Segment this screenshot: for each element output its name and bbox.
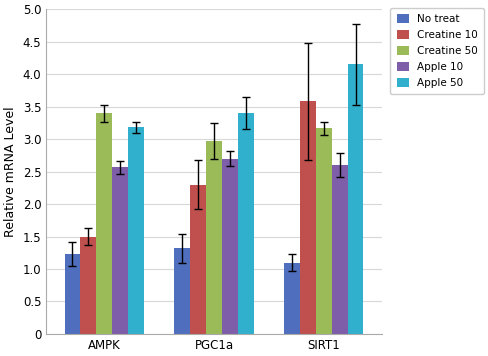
Y-axis label: Relative mRNA Level: Relative mRNA Level — [4, 106, 17, 237]
Bar — [205, 141, 222, 334]
Legend: No treat, Creatine 10, Creatine 50, Apple 10, Apple 50: No treat, Creatine 10, Creatine 50, Appl… — [389, 8, 484, 94]
Bar — [96, 113, 112, 334]
Bar — [237, 113, 253, 334]
Bar — [190, 184, 205, 334]
Bar — [347, 64, 363, 334]
Bar — [315, 128, 331, 334]
Bar — [64, 254, 80, 334]
Bar — [331, 165, 347, 334]
Bar — [80, 236, 96, 334]
Bar — [284, 262, 299, 334]
Bar — [128, 127, 143, 334]
Bar — [222, 158, 237, 334]
Bar — [112, 167, 128, 334]
Bar — [299, 101, 315, 334]
Bar — [174, 248, 190, 334]
